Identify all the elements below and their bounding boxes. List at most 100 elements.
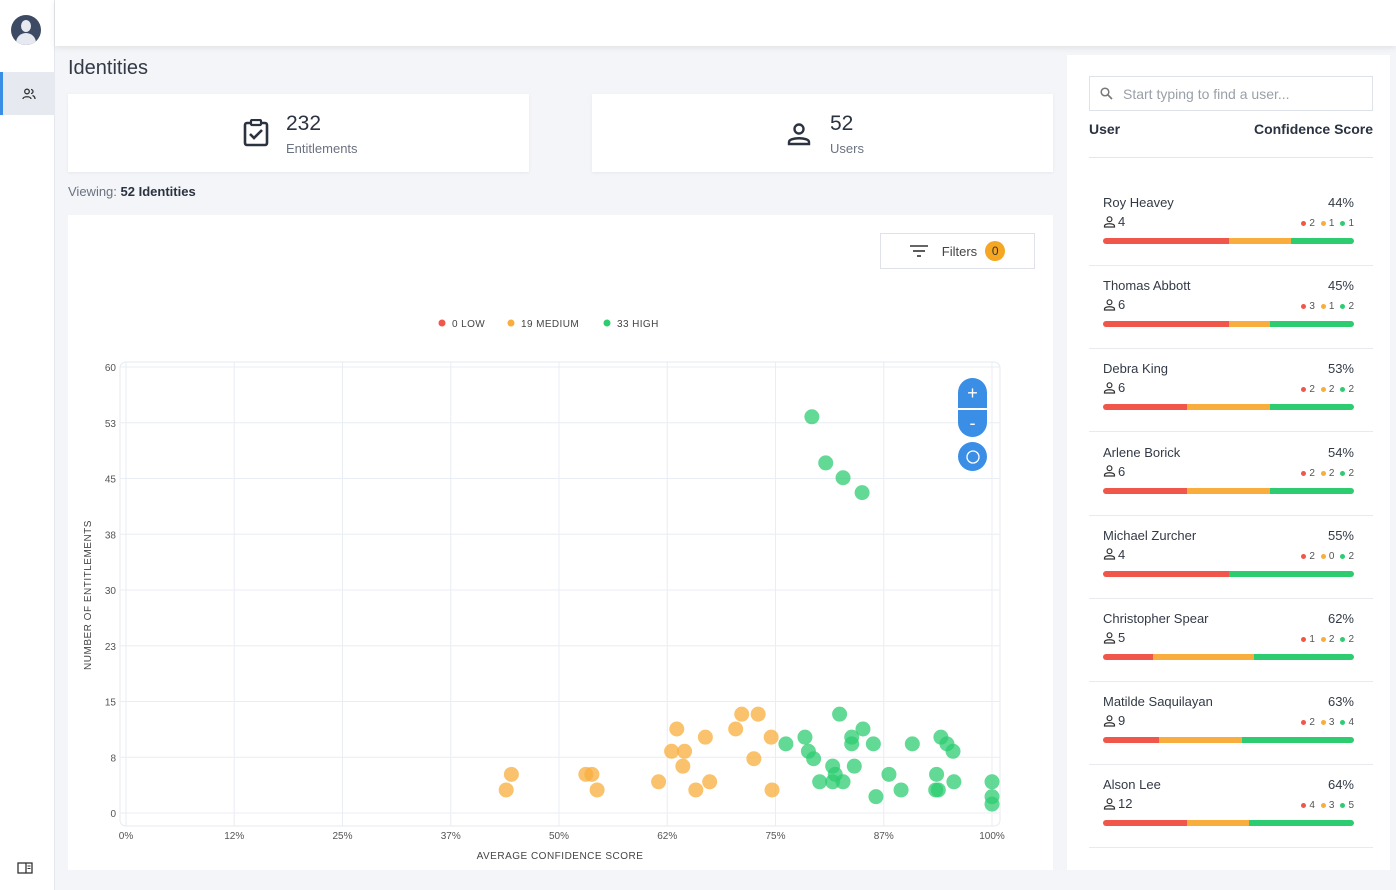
- data-point-high[interactable]: [865, 736, 881, 752]
- user-panel: User Confidence Score Roy Heavey 44% 4 2…: [1067, 55, 1390, 870]
- user-list-item[interactable]: Thomas Abbott 45% 6 3 1 2: [1089, 266, 1373, 350]
- legend-label: 0 LOW: [452, 319, 485, 330]
- data-point-medium[interactable]: [763, 729, 779, 745]
- low-count: 4: [1309, 800, 1315, 812]
- data-point-medium[interactable]: [669, 721, 685, 737]
- data-point-high[interactable]: [778, 736, 794, 752]
- risk-bar-low: [1103, 820, 1187, 827]
- data-point-high[interactable]: [881, 766, 897, 782]
- data-point-medium[interactable]: [764, 782, 780, 798]
- user-confidence-score: 64%: [1327, 777, 1354, 793]
- user-avatar[interactable]: [11, 15, 41, 45]
- x-tick-label: 37%: [441, 831, 461, 842]
- data-point-high[interactable]: [904, 736, 920, 752]
- data-point-medium[interactable]: [675, 758, 691, 774]
- data-point-high[interactable]: [946, 774, 962, 790]
- data-point-medium[interactable]: [677, 743, 693, 759]
- user-icon: [1103, 798, 1116, 810]
- user-list-item[interactable]: Michael Zurcher 55% 4 2 0 2: [1089, 516, 1373, 599]
- data-point-medium[interactable]: [651, 774, 667, 790]
- data-point-medium[interactable]: [697, 729, 713, 745]
- data-point-high[interactable]: [825, 774, 841, 790]
- data-point-high[interactable]: [984, 796, 1000, 812]
- filters-button[interactable]: Filters 0: [880, 233, 1035, 269]
- data-point-medium[interactable]: [728, 721, 744, 737]
- medium-count: 1: [1328, 218, 1335, 229]
- data-point-high[interactable]: [930, 782, 946, 798]
- data-point-high[interactable]: [797, 729, 813, 745]
- data-point-medium[interactable]: [584, 766, 600, 782]
- medium-count: 0: [1328, 550, 1335, 562]
- data-point-high[interactable]: [804, 409, 820, 425]
- x-tick-label: 75%: [765, 831, 785, 842]
- risk-bar-low: [1103, 404, 1187, 411]
- risk-bar-medium: [1158, 737, 1243, 744]
- user-confidence-score: 55%: [1327, 527, 1354, 543]
- user-entitlement-count: 12: [1103, 796, 1132, 811]
- data-point-medium[interactable]: [498, 782, 514, 798]
- y-tick-label: 53: [105, 419, 117, 430]
- risk-bar-low: [1103, 321, 1229, 328]
- data-point-high[interactable]: [844, 736, 860, 752]
- data-point-high[interactable]: [818, 455, 834, 471]
- user-list-item[interactable]: Debra King 53% 6 2 2 2: [1089, 349, 1373, 433]
- high-dot-icon: [1340, 221, 1346, 226]
- low-count: 2: [1309, 717, 1315, 729]
- data-point-medium[interactable]: [589, 782, 605, 798]
- data-point-medium[interactable]: [734, 706, 750, 722]
- risk-breakdown: 4 3 5: [1301, 800, 1354, 811]
- user-name: Arlene Borick: [1103, 444, 1181, 460]
- risk-bar-high: [1270, 321, 1354, 328]
- user-list-item[interactable]: Arlene Borick 54% 6 2 2 2: [1089, 433, 1373, 516]
- data-point-medium[interactable]: [746, 751, 762, 767]
- y-tick-label: 38: [105, 530, 117, 541]
- user-list-item[interactable]: Christopher Spear 62% 5 1 2 2: [1089, 599, 1373, 682]
- chart-card: Filters 0 0% 12% 25% 37% 50% 62% 75% 87% 100% 0 8 1…: [68, 215, 1053, 870]
- data-point-high[interactable]: [893, 782, 909, 798]
- user-search-input[interactable]: [1123, 85, 1363, 102]
- data-point-high[interactable]: [806, 751, 822, 767]
- user-list-item[interactable]: Alson Lee 64% 12 4 3 5: [1089, 765, 1373, 849]
- high-dot-icon: [1340, 803, 1346, 809]
- data-point-high[interactable]: [846, 758, 862, 774]
- data-point-high[interactable]: [868, 789, 884, 805]
- low-count: 2: [1309, 550, 1315, 562]
- viewing-prefix: Viewing:: [68, 184, 117, 199]
- low-dot-icon: [1301, 221, 1307, 226]
- scatter-chart[interactable]: 0% 12% 25% 37% 50% 62% 75% 87% 100% 0 8 15 23 30 38 45 5…: [68, 215, 1053, 870]
- count-value: 9: [1118, 713, 1126, 729]
- zoom-out-button[interactable]: -: [958, 410, 987, 437]
- data-point-medium[interactable]: [664, 743, 680, 759]
- risk-bar-low: [1103, 487, 1187, 494]
- data-point-high[interactable]: [835, 470, 851, 486]
- user-entitlement-count: 6: [1103, 297, 1125, 312]
- data-point-medium[interactable]: [503, 766, 519, 782]
- user-list-item[interactable]: Matilde Saquilayan 63% 9 2 3 4: [1089, 682, 1373, 766]
- data-point-medium[interactable]: [750, 706, 766, 722]
- data-point-medium[interactable]: [688, 782, 704, 798]
- medium-dot-icon: [1320, 470, 1326, 476]
- high-count: 2: [1348, 634, 1354, 645]
- data-point-medium[interactable]: [702, 774, 718, 790]
- user-confidence-score: 53%: [1327, 361, 1354, 377]
- user-list-item[interactable]: Roy Heavey 44% 4 2 1 1: [1089, 183, 1373, 266]
- zoom-reset-button[interactable]: [958, 442, 987, 471]
- data-point-high[interactable]: [835, 774, 851, 790]
- panel-toggle-button[interactable]: [17, 861, 33, 879]
- data-point-high[interactable]: [812, 774, 828, 790]
- user-column-header[interactable]: User: [1089, 121, 1121, 137]
- sidebar-item-identities[interactable]: [0, 72, 55, 115]
- data-point-high[interactable]: [855, 721, 871, 737]
- zoom-in-button[interactable]: +: [958, 378, 987, 408]
- confidence-score-column-header[interactable]: Confidence Score: [1253, 121, 1373, 137]
- high-dot-icon: [1340, 720, 1346, 726]
- user-icon: [1103, 714, 1116, 727]
- data-point-high[interactable]: [945, 743, 961, 759]
- page-title: Identities: [68, 57, 149, 79]
- users-stat-card: 52 Users: [592, 94, 1053, 172]
- user-search[interactable]: [1089, 76, 1373, 111]
- data-point-high[interactable]: [854, 485, 870, 501]
- data-point-high[interactable]: [929, 766, 945, 782]
- data-point-high[interactable]: [832, 706, 848, 722]
- data-point-high[interactable]: [984, 774, 1000, 790]
